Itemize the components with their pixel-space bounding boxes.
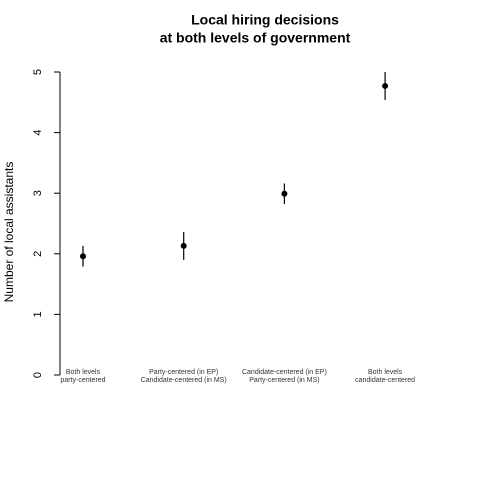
point xyxy=(382,82,389,89)
y-tick-label: 0 xyxy=(32,372,44,378)
x-tick-label: Party-centered (in MS) xyxy=(249,377,319,384)
point xyxy=(180,242,187,249)
x-tick-label: party-centered xyxy=(60,377,105,384)
x-tick-label: Candidate-centered (in MS) xyxy=(141,377,227,384)
y-tick-label: 1 xyxy=(32,311,44,317)
point xyxy=(281,190,288,197)
y-tick-label: 2 xyxy=(32,251,44,257)
x-tick-label: Both levels xyxy=(66,369,101,376)
x-tick-label: Party-centered (in EP) xyxy=(149,369,218,376)
x-tick-label: Candidate-centered (in EP) xyxy=(242,369,327,376)
y-axis-title: Number of local assistants xyxy=(2,162,16,303)
y-tick-label: 5 xyxy=(32,69,44,75)
y-tick-label: 4 xyxy=(32,130,44,136)
point xyxy=(80,253,86,260)
y-tick-label: 3 xyxy=(32,190,44,196)
chart-title: at both levels of government xyxy=(160,30,351,46)
x-tick-label: candidate-centered xyxy=(355,377,415,384)
chart-title: Local hiring decisions xyxy=(191,12,339,28)
x-tick-label: Both levels xyxy=(368,369,403,376)
